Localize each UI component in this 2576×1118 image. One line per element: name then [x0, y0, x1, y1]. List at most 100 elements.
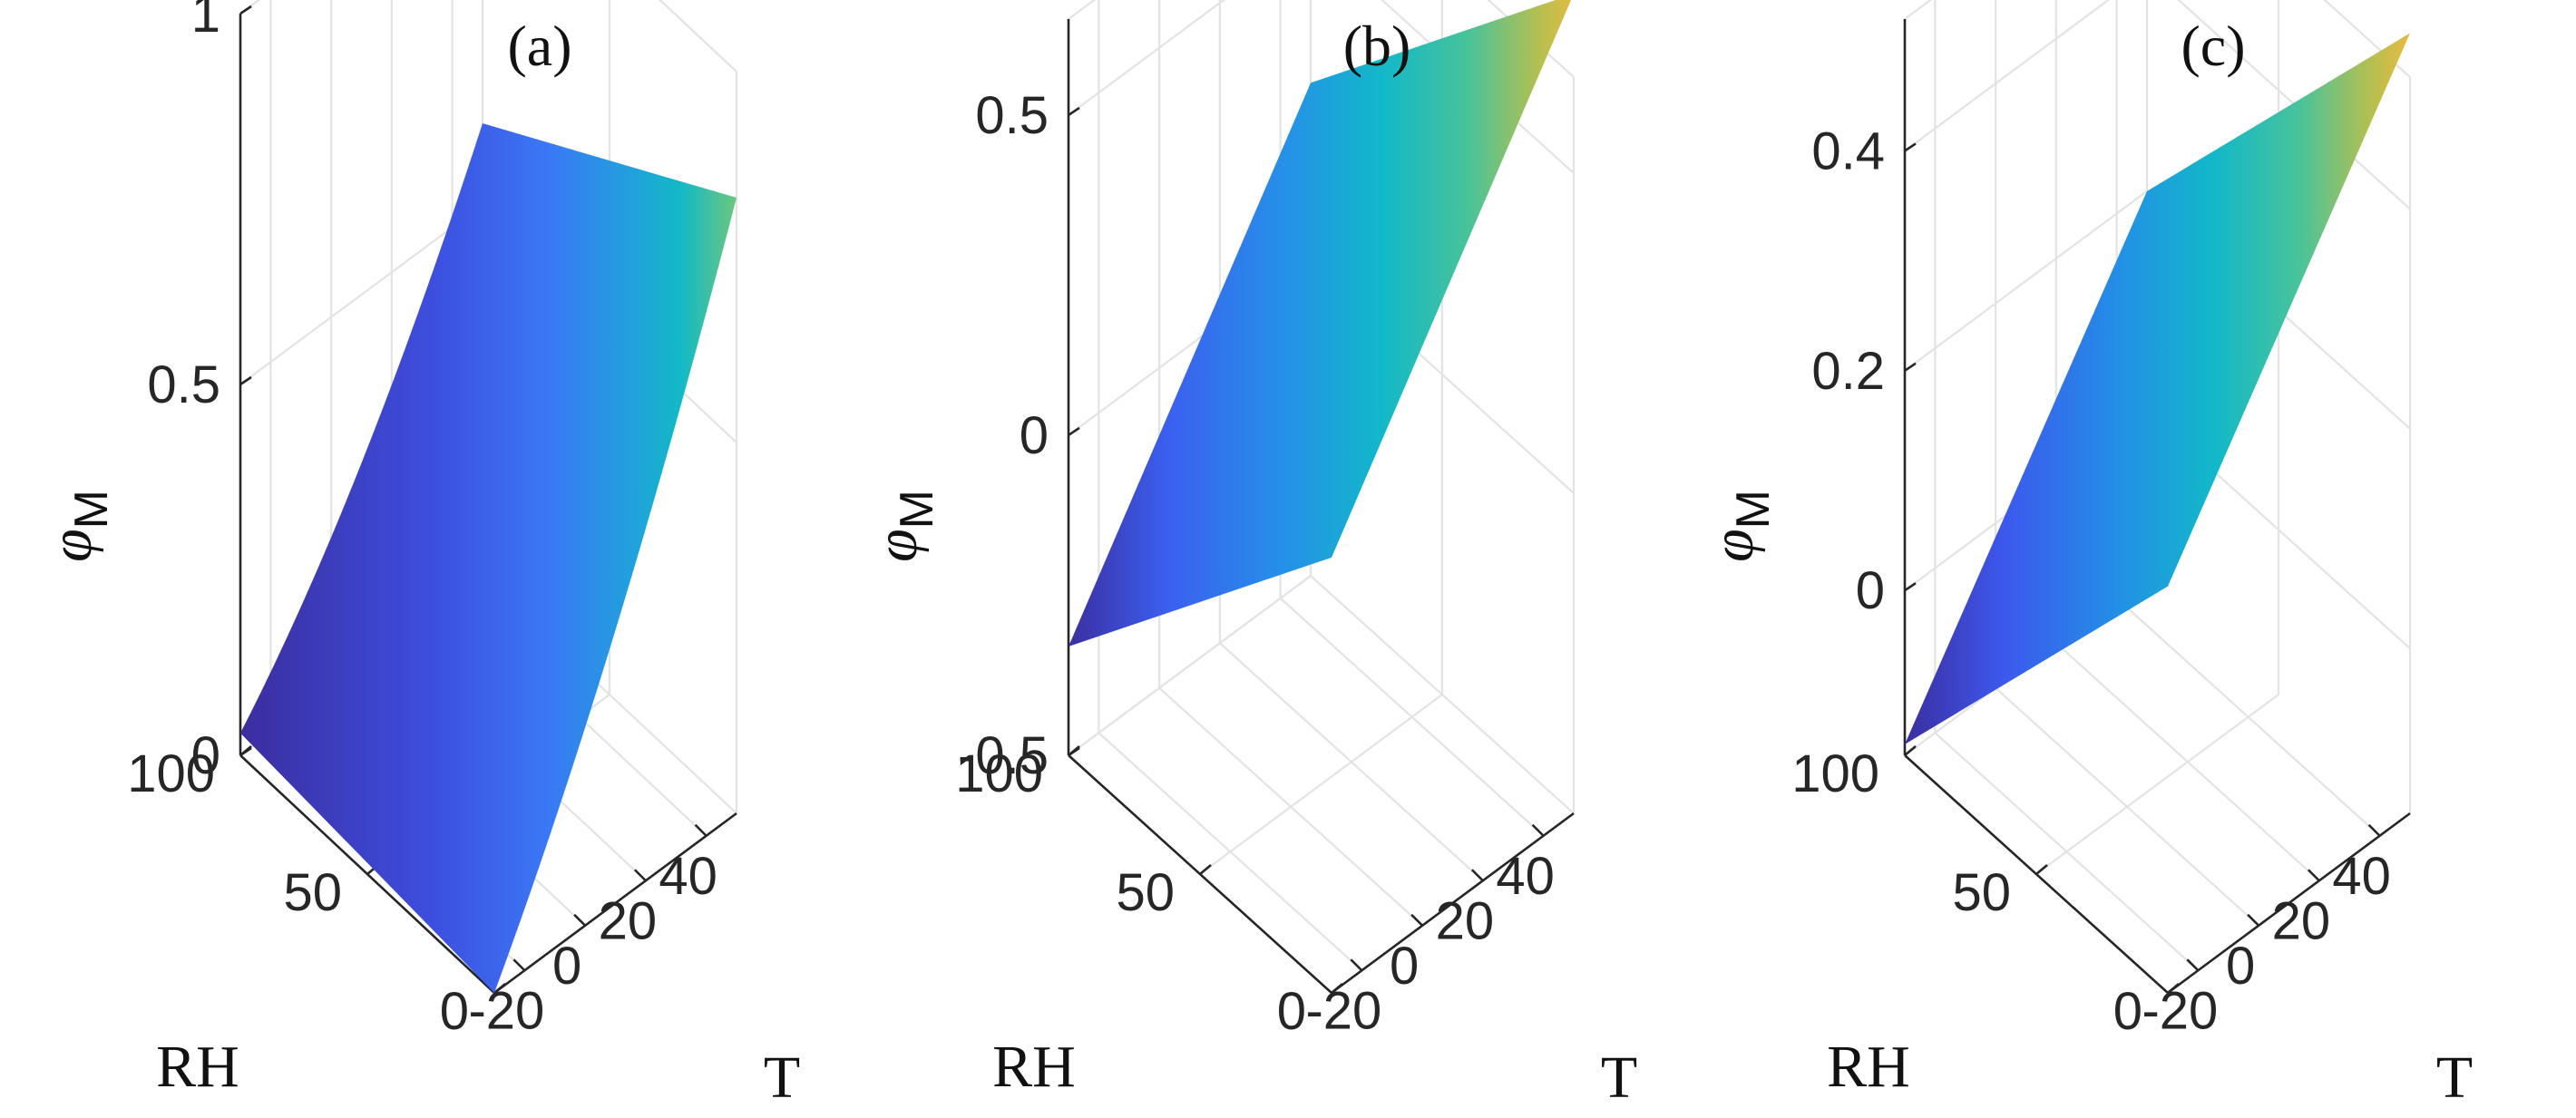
x-tick-label: -20	[468, 981, 544, 1040]
y-tick	[1199, 864, 1212, 875]
axes-b	[1067, 19, 1575, 995]
z-tick-label: 0	[1020, 406, 1049, 465]
surface-a	[240, 123, 737, 993]
z-axis-symbol-a: φ	[38, 529, 104, 562]
grid-line	[1904, 190, 2148, 372]
x-tick-label: 0	[2226, 937, 2255, 996]
y-tick	[1904, 745, 1917, 756]
box-edge	[658, 0, 737, 73]
x-tick	[2307, 869, 2320, 882]
x-axis-line	[2167, 812, 2411, 995]
surface-c	[1905, 33, 2410, 744]
x-axis-title-a: T	[764, 1045, 800, 1111]
y-tick-label: 100	[955, 744, 1043, 803]
z-tick	[239, 375, 252, 386]
x-tick-label: 20	[599, 891, 658, 950]
z-axis-title-a: φM	[38, 490, 118, 562]
y-tick-labels-b: 0 50 100	[955, 744, 1306, 1041]
z-tick-label: 0.5	[147, 355, 220, 414]
z-tick-label: 0.2	[1811, 342, 1885, 401]
surface-b	[1068, 0, 1572, 646]
z-tick	[239, 746, 252, 757]
y-tick-labels-a: 0 50 100	[127, 744, 469, 1041]
y-tick-label: 50	[1952, 863, 2011, 922]
y-axis-title-c: RH	[1827, 1034, 1910, 1100]
z-tick	[239, 5, 252, 15]
x-tick	[2247, 913, 2260, 927]
x-tick-label: -20	[1305, 981, 1381, 1040]
x-tick	[633, 869, 647, 882]
z-tick-label: 0.4	[1811, 122, 1885, 180]
axes-a	[239, 5, 737, 995]
z-tick-labels-c: 0 0.2 0.4	[1811, 122, 1885, 620]
grid-line	[239, 204, 483, 385]
grid-line	[2177, 0, 2411, 210]
z-tick-label: 0.5	[975, 86, 1049, 145]
z-axis-symbol-c: φ	[1700, 529, 1766, 562]
y-tick	[2035, 864, 2048, 875]
x-tick	[694, 823, 707, 837]
x-tick-label: 20	[1436, 891, 1495, 950]
x-tick-label: 0	[552, 937, 581, 996]
x-tick-label: 40	[2332, 847, 2391, 906]
x-tick-label: 40	[659, 847, 717, 906]
grid-line	[2035, 694, 2279, 875]
z-tick-label: -0.5	[958, 726, 1049, 785]
x-tick	[1410, 913, 1424, 927]
x-tick	[512, 958, 526, 972]
x-tick-label: -20	[2142, 981, 2218, 1040]
y-tick	[1331, 983, 1343, 994]
z-axis-subscript-c: M	[1727, 490, 1780, 529]
x-tick-label: 20	[2272, 891, 2331, 950]
z-axis-title-b: φM	[864, 490, 943, 562]
y-tick-labels-c: 0 50 100	[1791, 744, 2142, 1041]
x-tick	[1531, 823, 1545, 837]
z-tick	[1068, 426, 1080, 437]
svg-text:φM: φM	[1700, 490, 1780, 562]
box-edge	[1068, 0, 1097, 20]
y-tick-label: 100	[127, 744, 215, 803]
z-tick	[1904, 362, 1917, 372]
y-tick-label: 100	[1791, 744, 1879, 803]
y-tick	[2167, 983, 2180, 994]
panel-title-a: (a)	[507, 14, 571, 78]
z-tick-labels-a: 00.51	[147, 0, 220, 785]
box-edge	[239, 0, 261, 15]
x-axis-line	[493, 812, 737, 995]
axes-c	[1903, 19, 2411, 995]
x-tick	[2186, 958, 2200, 972]
grid-line	[239, 0, 261, 15]
z-tick-label: 1	[191, 0, 220, 44]
panel-title-b: (b)	[1343, 14, 1411, 78]
x-tick	[573, 913, 587, 927]
grid-line	[1199, 694, 1443, 875]
z-tick	[1904, 142, 1917, 152]
box-edge	[1904, 0, 1933, 20]
box-edge	[2323, 0, 2411, 78]
x-tick	[2367, 823, 2381, 837]
svg-text:φM: φM	[38, 490, 118, 562]
z-tick	[1068, 106, 1080, 116]
x-tick	[1350, 958, 1363, 972]
grid-line	[1068, 575, 1312, 756]
z-tick	[1068, 746, 1080, 757]
z-axis-subscript-a: M	[65, 490, 118, 529]
x-tick-label: 40	[1496, 847, 1555, 906]
y-axis-title-b: RH	[992, 1034, 1076, 1100]
y-tick-label: 0	[440, 982, 469, 1041]
y-tick-label: 0	[1277, 982, 1306, 1041]
z-tick-label: 0	[191, 726, 220, 785]
y-tick	[493, 983, 506, 994]
z-tick	[1904, 582, 1917, 592]
grid-line	[1068, 0, 1225, 116]
x-axis-line	[1331, 812, 1575, 995]
y-axis-title-a: RH	[156, 1034, 239, 1100]
x-axis-title-b: T	[1601, 1045, 1637, 1111]
panel-title-c: (c)	[2181, 14, 2245, 78]
